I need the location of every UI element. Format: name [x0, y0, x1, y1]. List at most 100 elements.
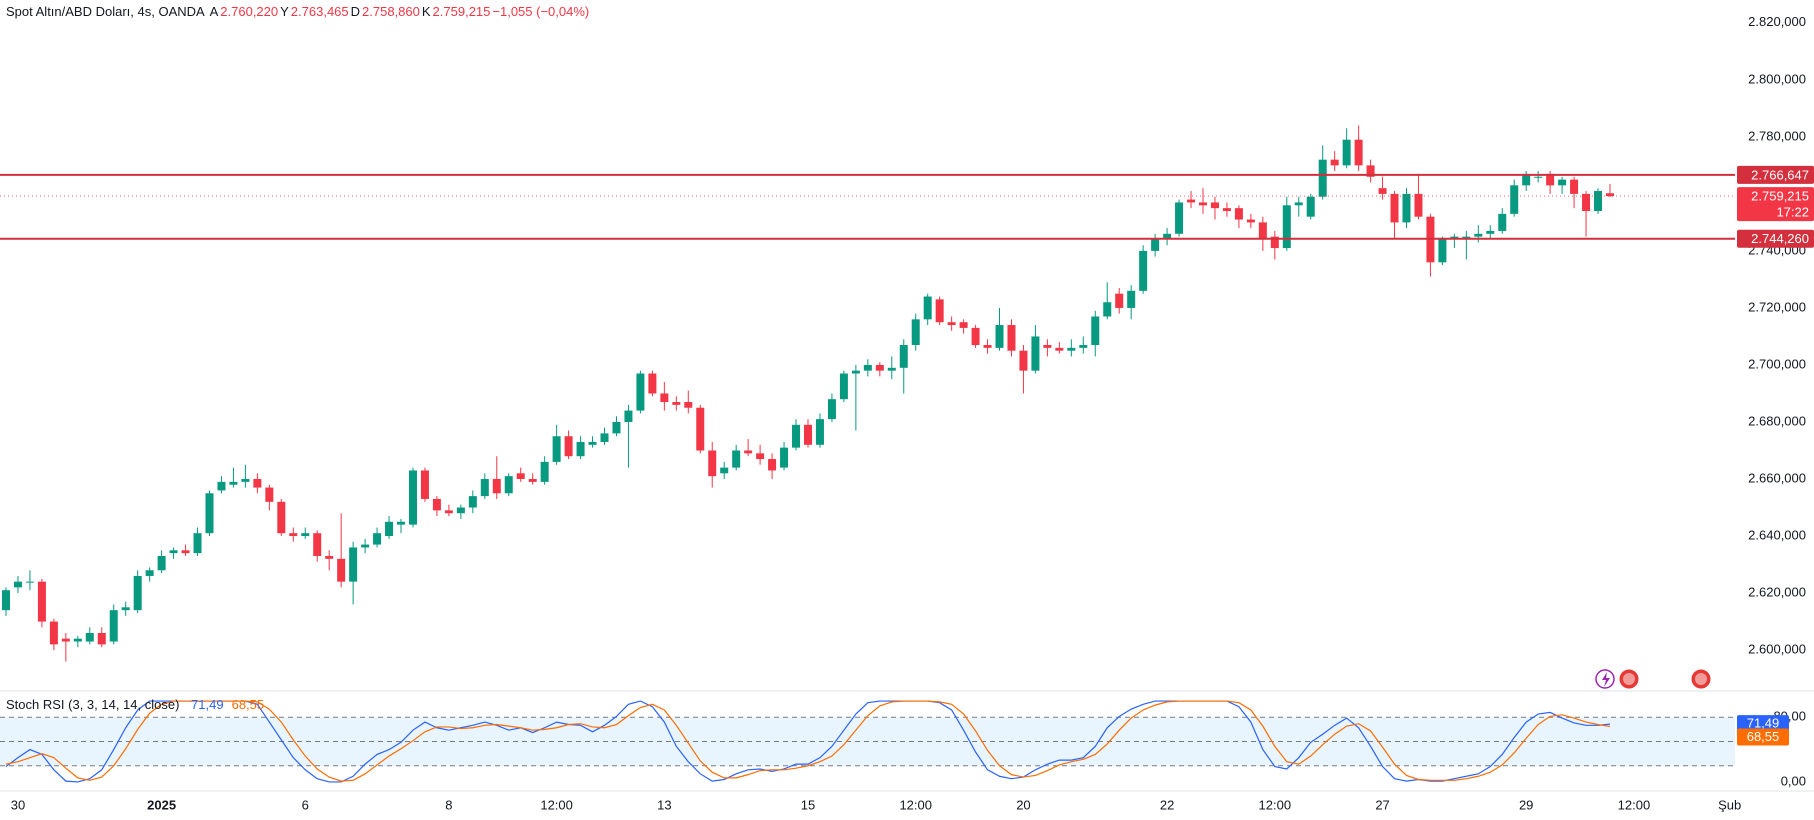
candle-body	[636, 373, 645, 411]
candle-body	[720, 467, 729, 474]
candle-body	[145, 570, 154, 576]
candle-body	[851, 370, 860, 374]
flag-icon	[1695, 673, 1707, 685]
x-tick-label: 6	[302, 797, 309, 812]
candle-body	[432, 498, 441, 511]
candle-body	[1318, 159, 1327, 197]
candle-body	[983, 345, 992, 348]
legend-label: A	[209, 4, 219, 19]
candle-body	[803, 424, 812, 445]
candle-body	[1522, 173, 1531, 186]
legend-label: K	[421, 4, 431, 19]
candle-body	[349, 547, 358, 582]
symbol-legend: Spot Altın/ABD Doları, 4s, OANDA A 2.760,…	[6, 4, 591, 19]
candle-body	[1019, 350, 1028, 371]
candle-body	[1163, 233, 1172, 240]
value-badge-label: 71,49	[1747, 716, 1780, 731]
candle-body	[1390, 193, 1399, 223]
legend-label: D	[350, 4, 361, 19]
candle-body	[1103, 302, 1112, 317]
flag-icon	[1623, 673, 1635, 685]
candle-body	[1175, 202, 1184, 234]
candle-body	[1414, 193, 1423, 217]
candle-body	[1306, 196, 1315, 217]
value-badge-label: 68,55	[1747, 729, 1780, 744]
candle-body	[241, 479, 250, 482]
candle-body	[552, 436, 561, 462]
candle-body	[839, 373, 848, 400]
candle-body	[1258, 222, 1267, 240]
candle-body	[1342, 139, 1351, 166]
candle-body	[1486, 230, 1495, 234]
candle-body	[109, 610, 118, 642]
x-tick-label: 2025	[147, 797, 176, 812]
candle-body	[1210, 202, 1219, 209]
x-tick-label: 20	[1016, 797, 1030, 812]
candle-body	[1091, 316, 1100, 345]
candle-body	[181, 550, 190, 554]
candle-body	[169, 550, 178, 554]
candle-body	[397, 521, 406, 525]
candle-body	[373, 533, 382, 545]
last-price-badge	[1737, 187, 1814, 222]
candle-body	[444, 510, 453, 514]
candle-body	[911, 319, 920, 345]
candle-body	[612, 421, 621, 434]
candle-body	[1031, 336, 1040, 371]
candle-body	[420, 470, 429, 499]
last-price-label: 2.759,215	[1751, 189, 1809, 204]
candle-body	[408, 470, 417, 525]
candle-body	[313, 533, 322, 556]
candle-body	[229, 481, 238, 485]
event-icons[interactable]	[1595, 669, 1711, 689]
candle-body	[660, 393, 669, 403]
candle-body	[995, 325, 1004, 348]
y-tick-label: 0,00	[1781, 773, 1806, 788]
x-tick-label: 12:00	[540, 797, 573, 812]
candle-body	[1378, 188, 1387, 194]
candle-body	[133, 575, 142, 611]
candle-body	[1294, 202, 1303, 206]
candle-body	[827, 399, 836, 420]
level-badge	[1737, 165, 1814, 184]
candle-body	[947, 322, 956, 326]
candle-body	[1605, 193, 1614, 197]
x-tick-label: 12:00	[1259, 797, 1292, 812]
legend-label: Y	[280, 4, 289, 19]
candle-body	[1067, 347, 1076, 351]
candle-body	[1582, 193, 1591, 211]
candle-body	[887, 367, 896, 371]
candle-body	[1151, 239, 1160, 251]
candle-body	[756, 453, 765, 460]
candle-body	[61, 638, 70, 642]
x-tick-label: 13	[657, 797, 671, 812]
level-label: 2.744,260	[1751, 231, 1809, 246]
legend-value: 2.758,860	[362, 4, 420, 19]
candle-body	[815, 419, 824, 445]
candle-body	[576, 441, 585, 457]
candle-body	[301, 533, 310, 537]
candle-body	[1438, 239, 1447, 263]
candle-body	[97, 632, 106, 645]
candle-body	[205, 493, 214, 534]
candle-body	[696, 407, 705, 451]
level-badge	[1737, 229, 1814, 248]
value-badge	[1737, 715, 1789, 733]
candle-body	[684, 402, 693, 408]
x-tick-label: 27	[1375, 797, 1389, 812]
candle-body	[37, 581, 46, 622]
candle-body	[492, 479, 501, 494]
candle-body	[1246, 219, 1255, 223]
candle-body	[564, 436, 573, 457]
candle-body	[217, 481, 226, 491]
y-tick-label: 2.600,000	[1748, 642, 1806, 657]
candle-body	[732, 450, 741, 468]
y-tick-label: 2.640,000	[1748, 527, 1806, 542]
candle-body	[648, 373, 657, 394]
candle-body	[1270, 236, 1279, 249]
indicator-legend: Stoch RSI (3, 3, 14, 14, close) 71,49 68,…	[6, 697, 266, 712]
candle-body	[1079, 345, 1088, 348]
candle-body	[157, 555, 166, 571]
candle-body	[1115, 293, 1124, 308]
